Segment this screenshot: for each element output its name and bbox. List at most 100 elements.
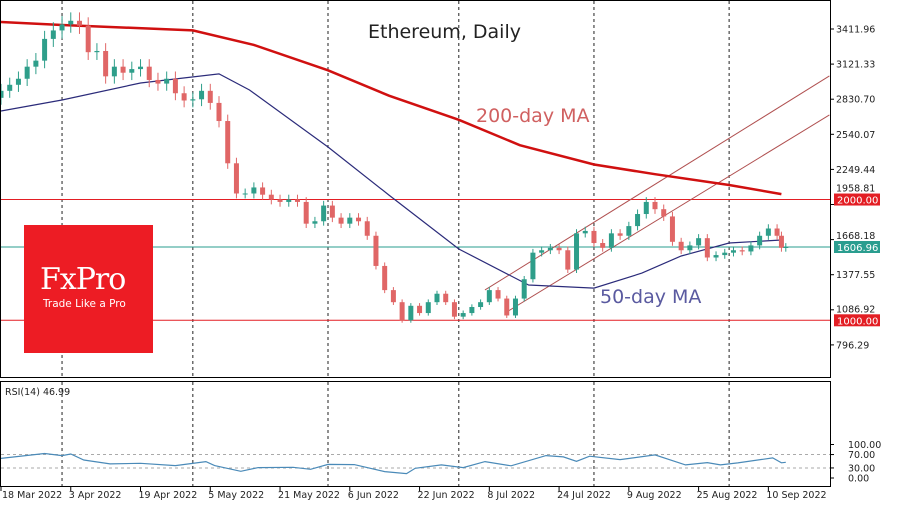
candle-body: [635, 214, 641, 227]
candle-body: [68, 20, 74, 25]
candle-body: [85, 25, 91, 53]
candle-body: [303, 201, 309, 224]
chart-title: Ethereum, Daily: [368, 21, 521, 43]
candle-body: [146, 66, 152, 80]
candle-body: [321, 205, 327, 222]
candle-body: [460, 313, 466, 317]
candle-body: [652, 201, 658, 210]
candle-body: [574, 233, 580, 270]
candle-body: [478, 302, 484, 308]
candle-body: [757, 235, 763, 246]
price-tick-label: 1086.92: [836, 304, 875, 315]
candle-body: [172, 78, 178, 94]
candle-body: [696, 238, 702, 246]
candle-body: [382, 265, 388, 291]
candle-body: [417, 305, 423, 314]
candle-body: [59, 24, 65, 31]
candle-body: [778, 235, 784, 248]
channel-line-0: [484, 75, 830, 291]
candle-body: [556, 247, 562, 251]
level-tag: [834, 240, 880, 253]
price-tick-label: 1668.18: [836, 231, 875, 242]
candle-body: [312, 221, 318, 224]
date-tick-label: 25 Aug 2022: [697, 490, 758, 501]
candle-body: [730, 250, 736, 253]
candle-body: [722, 252, 728, 256]
candle-body: [373, 235, 379, 266]
candle-body: [678, 241, 684, 251]
candle-body: [225, 121, 231, 164]
candle-body: [199, 90, 205, 100]
date-tick-label: 18 Mar 2022: [2, 490, 62, 501]
candle-body: [120, 66, 126, 73]
date-tick-label: 22 Jun 2022: [418, 490, 475, 501]
date-tick-label: 10 Sep 2022: [766, 490, 826, 501]
price-tick-label: 1958.81: [836, 184, 875, 195]
ma200-label: 200-day MA: [476, 105, 590, 127]
candle-body: [661, 209, 667, 217]
candle-body: [469, 307, 475, 314]
candle-body: [164, 78, 170, 84]
price-tick-label: 796.29: [836, 340, 869, 351]
candle-body: [539, 250, 545, 253]
candle-body: [774, 228, 780, 236]
fxpro-logo: FxPro Trade Like a Pro: [24, 225, 153, 353]
candle-body: [15, 78, 21, 85]
candle-body: [50, 30, 56, 39]
level-tag: [834, 193, 880, 206]
candle-body: [338, 217, 344, 224]
candle-body: [233, 163, 239, 194]
candle-body: [76, 20, 82, 26]
date-tick-label: 21 May 2022: [278, 490, 340, 501]
candle-body: [434, 293, 440, 303]
candle-body: [600, 243, 606, 248]
candle-body: [608, 233, 614, 248]
rsi-line: [0, 452, 786, 475]
candle-body: [155, 79, 161, 84]
price-tick-label: 3411.96: [836, 25, 875, 36]
date-tick-label: 19 Apr 2022: [139, 490, 198, 501]
ma50-label: 50-day MA: [600, 286, 701, 308]
candle-body: [530, 252, 536, 280]
logo-brand: FxPro: [40, 262, 126, 297]
candle-body: [765, 228, 771, 236]
candle-body: [294, 199, 300, 202]
candle-body: [42, 38, 48, 61]
candle-body: [399, 302, 405, 321]
date-tick-label: 9 Aug 2022: [627, 490, 682, 501]
date-tick-label: 5 May 2022: [208, 490, 264, 501]
candle-body: [364, 221, 370, 236]
candle-body: [495, 290, 501, 299]
candle-body: [669, 216, 675, 242]
rsi-label: RSI(14) 46.99: [5, 387, 70, 398]
candle-body: [251, 187, 257, 194]
candle-body: [242, 193, 248, 195]
channel-line-1: [506, 114, 830, 313]
price-tick-label: 2249.44: [836, 165, 875, 176]
candle-body: [643, 201, 649, 215]
candle-body: [504, 298, 510, 316]
candle-body: [129, 69, 135, 73]
rsi-panel-frame: [0, 381, 831, 487]
candle-body: [190, 99, 196, 101]
candle-body: [512, 298, 518, 316]
candle-body: [329, 205, 335, 218]
candle-body: [277, 199, 283, 202]
candle-body: [451, 302, 457, 317]
date-tick-label: 8 Jul 2022: [487, 490, 535, 501]
candle-body: [7, 84, 13, 91]
price-tick-label: 2540.07: [836, 130, 875, 141]
candle-body: [739, 250, 745, 252]
rsi-tick-label: 30.00: [848, 463, 875, 474]
level-tag-label: 1000.00: [837, 316, 878, 327]
level-tag-label: 1606.96: [837, 243, 878, 254]
ma200-line: [0, 20, 782, 196]
candle-body: [713, 255, 719, 258]
candle-body: [347, 217, 353, 224]
candle-body: [103, 50, 109, 77]
candle-body: [216, 102, 222, 122]
candle-body: [783, 246, 789, 248]
logo-tagline: Trade Like a Pro: [43, 298, 126, 310]
main-panel-frame: [0, 0, 831, 378]
rsi-tick-label: 70.00: [848, 450, 875, 461]
